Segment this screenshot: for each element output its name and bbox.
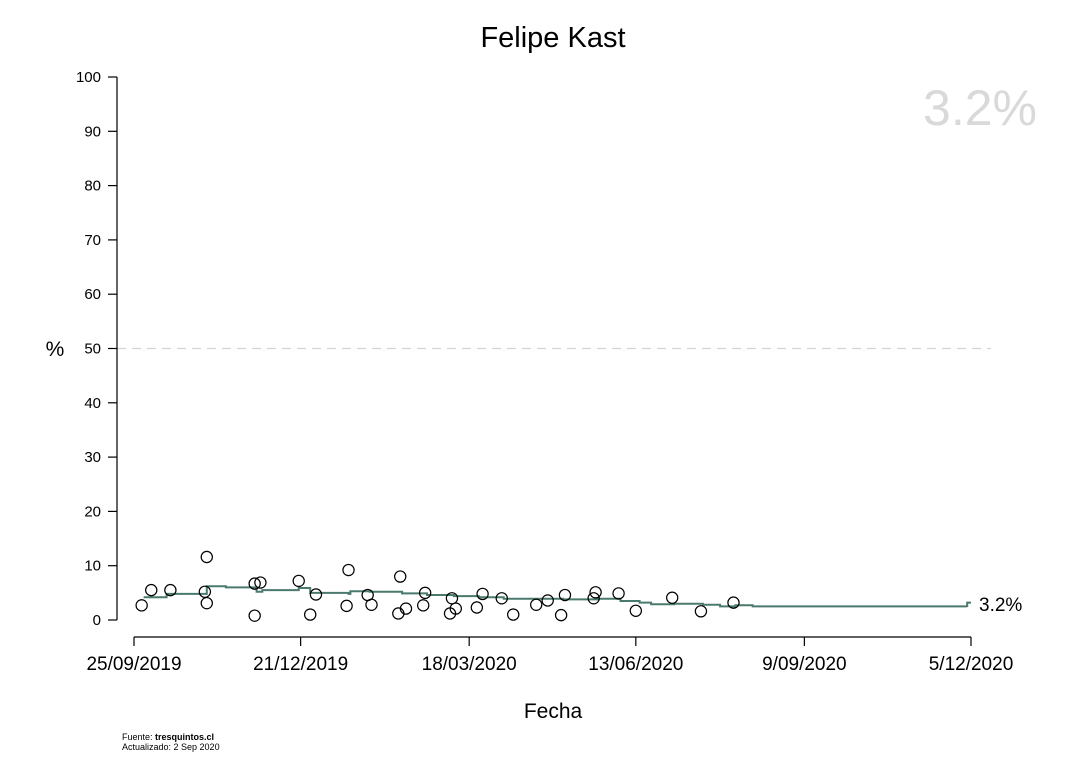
poll-point — [694, 605, 708, 618]
source-prefix: Fuente: — [122, 732, 156, 742]
poll-point — [394, 570, 407, 583]
chart-title: Felipe Kast — [480, 22, 625, 54]
poll-point — [449, 602, 462, 615]
y-tick-label: 60 — [84, 286, 101, 303]
poll-point — [248, 577, 261, 590]
poll-point — [612, 587, 625, 600]
headline-value: 3.2% — [923, 80, 1037, 136]
end-value-label: 3.2% — [979, 595, 1022, 616]
poll-point — [399, 602, 413, 615]
y-tick-label: 50 — [84, 341, 101, 358]
x-tick-label: 18/03/2020 — [422, 654, 517, 675]
poll-point — [587, 592, 600, 605]
source-note: Fuente: tresquintos.cl Actualizado: 2 Se… — [122, 732, 220, 752]
source-link[interactable]: tresquintos.cl — [155, 732, 215, 742]
poll-point — [558, 588, 572, 602]
poll-point — [248, 609, 261, 622]
x-tick-label: 21/12/2019 — [253, 654, 348, 675]
poll-point — [418, 586, 432, 600]
updated-line: Actualizado: 2 Sep 2020 — [122, 742, 220, 752]
poll-point — [164, 583, 177, 597]
poll-point — [365, 598, 378, 611]
poll-point — [476, 587, 489, 601]
y-axis: 0 10 20 30 40 50 60 70 80 90 100 — [76, 69, 118, 629]
poll-point — [530, 598, 543, 611]
y-tick-label: 30 — [84, 449, 101, 466]
trend-path — [143, 585, 971, 608]
poll-point — [589, 586, 602, 599]
poll-point — [541, 594, 554, 607]
y-tick-label: 100 — [76, 69, 101, 86]
x-axis: 25/09/2019 21/12/2019 18/03/2020 13/06/2020… — [86, 636, 1014, 675]
y-tick-label: 80 — [84, 178, 101, 195]
poll-point — [304, 608, 317, 621]
poll-point — [495, 592, 508, 605]
x-tick-label: 9/09/2020 — [762, 654, 847, 675]
poll-point — [145, 583, 158, 597]
poll-point — [309, 588, 323, 601]
y-axis-label: % — [46, 338, 65, 361]
trend-line — [143, 585, 971, 608]
y-tick-label: 40 — [84, 395, 101, 412]
poll-point — [340, 599, 353, 613]
y-tick-label: 0 — [93, 612, 101, 629]
y-tick-label: 90 — [84, 123, 101, 140]
data-points — [135, 550, 740, 622]
poll-point — [342, 563, 355, 577]
x-axis-label: Fecha — [524, 700, 583, 723]
poll-point — [135, 599, 148, 612]
x-tick-label: 5/12/2020 — [929, 654, 1014, 675]
y-tick-label: 70 — [84, 232, 101, 249]
poll-point — [254, 576, 267, 589]
poll-point — [666, 591, 679, 604]
poll-point — [507, 608, 520, 621]
poll-point — [554, 608, 568, 622]
poll-point — [727, 596, 740, 609]
source-line: Fuente: tresquintos.cl — [122, 732, 220, 742]
x-tick-label: 13/06/2020 — [588, 654, 683, 675]
poll-point — [292, 574, 305, 588]
poll-point — [198, 585, 212, 598]
x-tick-label: 25/09/2019 — [86, 654, 181, 675]
poll-point — [200, 596, 213, 610]
poll-point — [417, 599, 430, 612]
y-tick-label: 20 — [84, 503, 101, 520]
poll-point — [200, 550, 213, 564]
poll-point — [470, 601, 484, 614]
poll-point — [629, 604, 643, 617]
y-tick-label: 10 — [84, 558, 101, 575]
